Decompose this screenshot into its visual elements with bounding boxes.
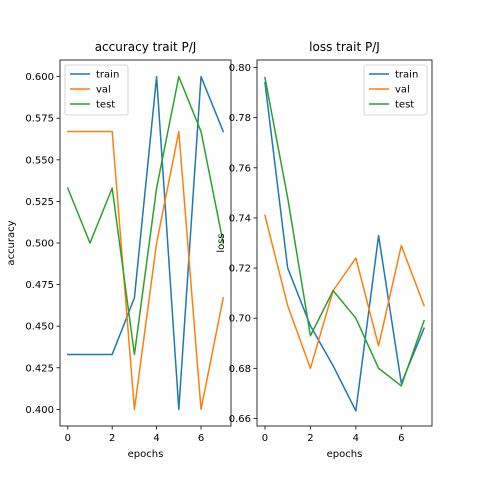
series-line-val <box>264 214 426 370</box>
y-tick-label: 0.74 <box>229 213 251 224</box>
y-tick-label: 0.600 <box>25 72 54 83</box>
x-tick-label: 4 <box>353 433 359 444</box>
series-line-train <box>264 81 426 412</box>
x-axis-label: epochs <box>128 449 164 460</box>
loss-chart: loss trait P/J 0 2 4 6 0.66 0.68 0.70 0.72 0.74 0.… <box>216 40 433 460</box>
legend-box <box>363 64 428 116</box>
chart-title: accuracy trait P/J <box>95 40 197 54</box>
y-tick-label: 0.72 <box>229 264 251 275</box>
y-tick-label: 0.70 <box>229 314 251 325</box>
x-axis-label: epochs <box>327 449 363 460</box>
series-line-train <box>67 75 225 411</box>
legend-label-val: val <box>395 85 410 96</box>
legend-box <box>64 64 129 116</box>
y-tick-label: 0.76 <box>229 163 251 174</box>
series-line-test <box>66 75 225 356</box>
y-tick-label: 0.66 <box>229 414 251 425</box>
chart-title: loss trait P/J <box>309 40 380 54</box>
y-tick-label: 0.425 <box>25 363 54 374</box>
x-tick-label: 6 <box>398 433 404 444</box>
legend-label-train: train <box>96 70 119 81</box>
legend-label-train: train <box>395 70 418 81</box>
y-tick-label: 0.68 <box>229 364 251 375</box>
x-tick-label: 4 <box>153 433 159 444</box>
x-tick-label: 6 <box>198 433 204 444</box>
x-tick-label: 0 <box>262 433 268 444</box>
y-tick-label: 0.80 <box>229 63 251 74</box>
series-line-test <box>264 76 426 387</box>
legend: train val test <box>363 64 428 116</box>
x-tick-label: 0 <box>65 433 71 444</box>
y-tick-label: 0.525 <box>25 197 54 208</box>
y-axis-label: accuracy <box>6 220 17 265</box>
x-tick-label: 2 <box>109 433 115 444</box>
y-tick-label: 0.500 <box>25 239 54 250</box>
accuracy-chart: accuracy trait P/J 0 2 4 6 0.400 0.425 0.450 0.4… <box>6 40 232 460</box>
legend-label-test: test <box>395 100 414 111</box>
y-tick-label: 0.575 <box>25 114 54 125</box>
y-tick-label: 0.550 <box>25 155 54 166</box>
plot-frame <box>256 59 433 427</box>
legend-label-test: test <box>96 100 115 111</box>
legend: train val test <box>64 64 129 116</box>
y-tick-label: 0.78 <box>229 113 251 124</box>
y-tick-label: 0.400 <box>25 405 54 416</box>
legend-label-val: val <box>96 85 111 96</box>
y-axis-label: loss <box>216 233 227 252</box>
y-tick-label: 0.475 <box>25 280 54 291</box>
x-tick-label: 2 <box>307 433 313 444</box>
y-tick-label: 0.450 <box>25 322 54 333</box>
series-line-val <box>67 130 225 411</box>
